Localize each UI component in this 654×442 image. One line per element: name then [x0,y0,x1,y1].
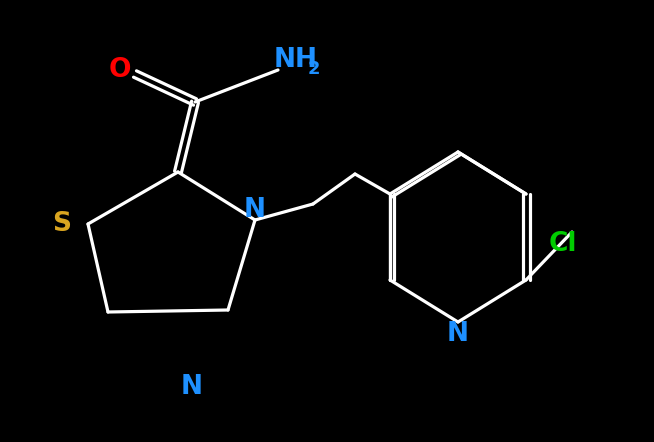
Text: N: N [447,321,469,347]
Text: Cl: Cl [549,231,577,257]
Text: 2: 2 [308,60,320,78]
Text: O: O [109,57,131,83]
Text: NH: NH [274,47,318,73]
Text: S: S [52,211,71,237]
Text: N: N [244,197,266,223]
Text: N: N [181,374,203,400]
